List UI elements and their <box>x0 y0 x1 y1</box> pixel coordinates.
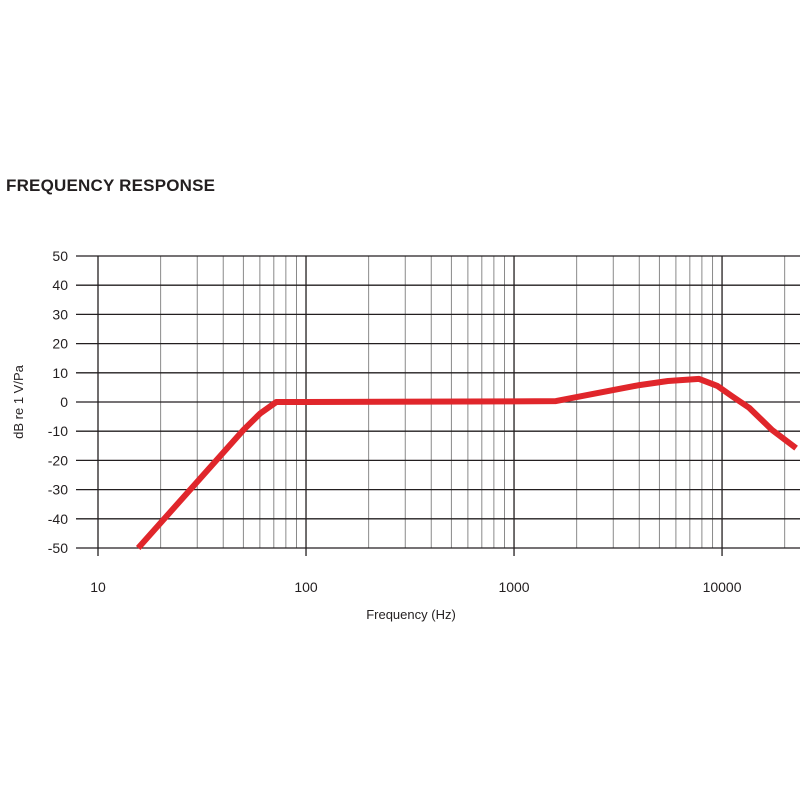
x-tick-label: 100 <box>294 579 318 595</box>
y-tick-label: 40 <box>52 277 68 293</box>
response-curve <box>135 375 798 550</box>
y-tick-label: -30 <box>48 482 68 498</box>
y-tick-label: 20 <box>52 336 68 352</box>
y-tick-label: 10 <box>52 365 68 381</box>
chart-title: FREQUENCY RESPONSE <box>6 176 216 195</box>
x-tick-label: 1000 <box>498 579 529 595</box>
y-axis-label: dB re 1 V/Pa <box>11 364 26 438</box>
y-tick-label: 0 <box>60 394 68 410</box>
x-tick-label: 10000 <box>703 579 742 595</box>
y-tick-label: 30 <box>52 306 68 322</box>
y-tick-label: -40 <box>48 511 68 527</box>
y-tick-label: -50 <box>48 540 68 556</box>
y-tick-label: -20 <box>48 452 68 468</box>
y-tick-label: -10 <box>48 423 68 439</box>
x-tick-label: 10 <box>90 579 106 595</box>
y-tick-label: 50 <box>52 248 68 264</box>
x-axis-label: Frequency (Hz) <box>366 607 456 622</box>
